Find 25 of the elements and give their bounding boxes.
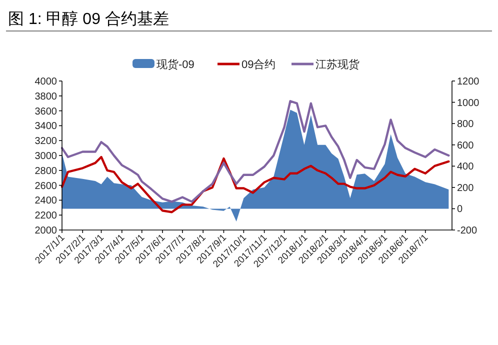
y-tick-label: 2800 [34,166,58,177]
y2-tick-label: 200 [457,182,474,194]
y2-tick-label: -200 [457,226,478,236]
y-tick-label: 2600 [34,180,58,192]
y2-tick-label: 400 [457,162,474,173]
y-tick-label: 3400 [34,121,58,132]
line-series [60,156,450,214]
y-tick-label: 2400 [34,196,58,207]
legend-label: 现货-09 [156,59,194,71]
y2-tick-label: 0 [457,204,463,216]
legend-label: 江苏现货 [316,58,360,71]
y2-tick-label: 600 [457,140,474,152]
y-tick-label: 4000 [34,76,58,88]
chart-title: 图 1: 甲醇 09 合约基差 [8,10,169,28]
y-tick-label: 2200 [34,210,58,222]
y-tick-label: 3200 [34,136,58,148]
y2-tick-label: 1000 [457,98,480,109]
legend-label: 09合约 [242,58,276,71]
y-tick-label: 3000 [34,151,58,162]
y-tick-label: 3800 [34,91,58,102]
line-series [60,100,450,203]
y2-tick-label: 1200 [457,76,480,88]
y-tick-label: 2000 [34,226,58,236]
y-tick-label: 3600 [34,106,58,118]
y2-tick-label: 800 [457,119,474,130]
